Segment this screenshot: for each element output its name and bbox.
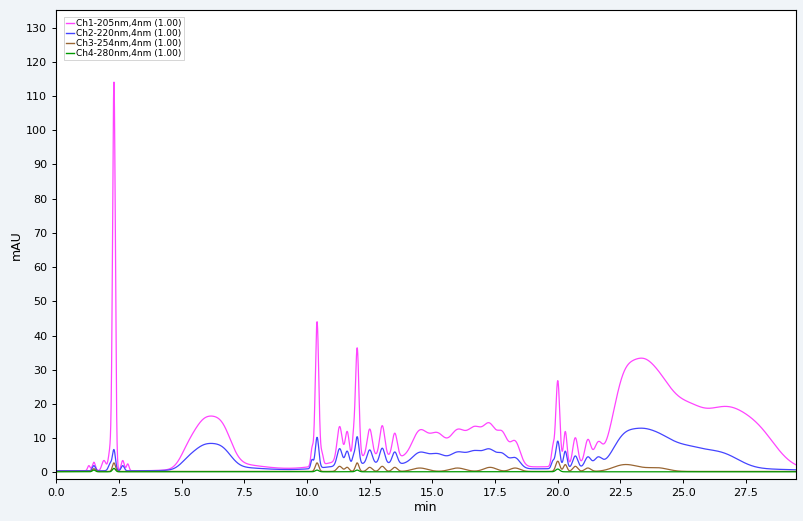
Ch3-254nm,4nm (1.00) <box>552 458 562 464</box>
Line: Ch1-205nm,4nm (1.00): Ch1-205nm,4nm (1.00) <box>56 82 795 471</box>
Legend: Ch1-205nm,4nm (1.00), Ch2-220nm,4nm (1.00), Ch3-254nm,4nm (1.00), Ch4-280nm,4nm : Ch1-205nm,4nm (1.00), Ch2-220nm,4nm (1.0… <box>64 17 183 59</box>
Ch4-280nm,4nm (1.00) <box>521 469 531 475</box>
Ch2-220nm,4nm (1.00) <box>488 448 498 454</box>
Ch4-280nm,4nm (1.00) <box>319 469 328 475</box>
Ch2-220nm,4nm (1.00) <box>638 425 648 431</box>
Ch4-280nm,4nm (1.00) <box>638 469 648 475</box>
Ch3-254nm,4nm (1.00) <box>319 468 328 475</box>
Ch3-254nm,4nm (1.00) <box>521 468 531 474</box>
Ch2-220nm,4nm (1.00) <box>319 464 328 470</box>
Ch1-205nm,4nm (1.00) <box>51 468 61 474</box>
Ch3-254nm,4nm (1.00) <box>790 468 800 475</box>
Ch1-205nm,4nm (1.00) <box>521 462 531 468</box>
Ch1-205nm,4nm (1.00) <box>109 79 119 85</box>
Ch4-280nm,4nm (1.00) <box>790 469 800 475</box>
Ch2-220nm,4nm (1.00) <box>88 463 98 469</box>
Ch4-280nm,4nm (1.00) <box>109 465 119 472</box>
Ch4-280nm,4nm (1.00) <box>488 469 498 475</box>
Ch3-254nm,4nm (1.00) <box>638 464 648 470</box>
Ch3-254nm,4nm (1.00) <box>488 465 498 471</box>
Ch4-280nm,4nm (1.00) <box>51 469 61 475</box>
Ch2-220nm,4nm (1.00) <box>635 425 645 431</box>
Ch2-220nm,4nm (1.00) <box>790 467 800 473</box>
Ch1-205nm,4nm (1.00) <box>790 462 800 468</box>
Ch2-220nm,4nm (1.00) <box>599 456 609 462</box>
Ch4-280nm,4nm (1.00) <box>88 467 98 473</box>
Ch1-205nm,4nm (1.00) <box>88 460 98 466</box>
Ch2-220nm,4nm (1.00) <box>51 468 61 474</box>
Ch3-254nm,4nm (1.00) <box>51 468 61 475</box>
Ch4-280nm,4nm (1.00) <box>599 469 609 475</box>
Line: Ch2-220nm,4nm (1.00): Ch2-220nm,4nm (1.00) <box>56 428 795 471</box>
X-axis label: min: min <box>414 501 438 514</box>
Ch1-205nm,4nm (1.00) <box>319 458 328 465</box>
Ch3-254nm,4nm (1.00) <box>599 467 609 473</box>
Ch3-254nm,4nm (1.00) <box>88 466 98 472</box>
Ch1-205nm,4nm (1.00) <box>599 440 609 446</box>
Line: Ch3-254nm,4nm (1.00): Ch3-254nm,4nm (1.00) <box>56 461 795 472</box>
Line: Ch4-280nm,4nm (1.00): Ch4-280nm,4nm (1.00) <box>56 468 795 472</box>
Ch1-205nm,4nm (1.00) <box>638 355 648 362</box>
Y-axis label: mAU: mAU <box>10 230 23 260</box>
Ch2-220nm,4nm (1.00) <box>521 465 531 471</box>
Ch1-205nm,4nm (1.00) <box>488 425 498 431</box>
